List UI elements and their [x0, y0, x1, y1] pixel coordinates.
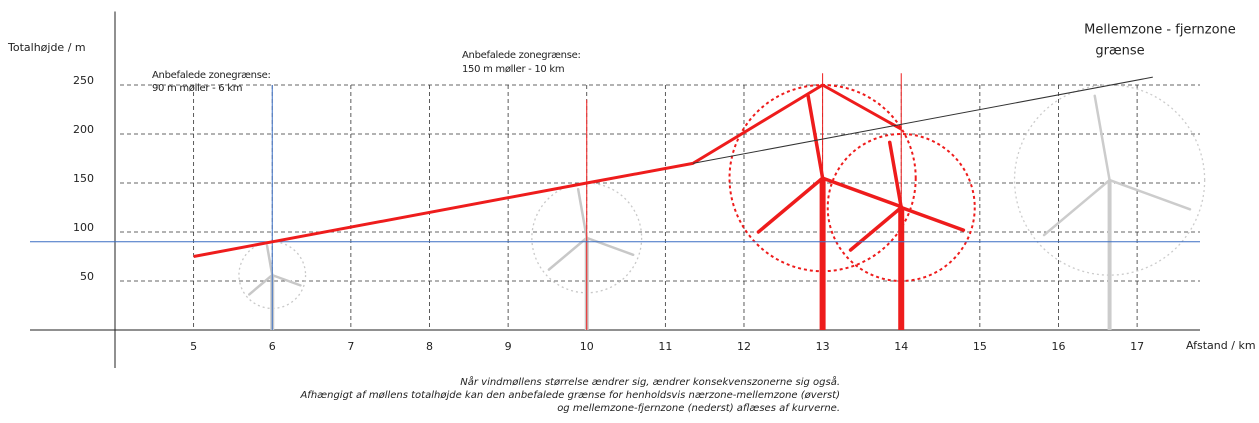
blade	[1110, 180, 1190, 209]
y-tick-label: 200	[73, 123, 94, 136]
caption: Når vindmøllens størrelse ændrer sig, æn…	[460, 375, 840, 388]
x-tick-label: 11	[658, 340, 672, 353]
blade	[549, 238, 587, 270]
x-tick-label: 15	[973, 340, 987, 353]
blade	[851, 208, 902, 251]
x-tick-label: 14	[894, 340, 908, 353]
blade	[272, 275, 300, 285]
x-tick-label: 7	[347, 340, 354, 353]
x-tick-label: 6	[269, 340, 276, 353]
blade	[1095, 96, 1110, 180]
line	[194, 85, 902, 257]
y-tick-label: 50	[80, 270, 94, 283]
x-tick-label: 16	[1051, 340, 1065, 353]
x-axis-label: Afstand / km	[1186, 339, 1256, 352]
y-tick-label: 100	[73, 221, 94, 234]
caption: Afhængigt af møllens totalhøjde kan den …	[299, 390, 840, 401]
blade	[890, 142, 901, 207]
blade	[587, 238, 633, 255]
blade	[823, 178, 902, 207]
x-tick-label: 9	[505, 340, 512, 353]
y-tick-label: 250	[73, 74, 94, 87]
annotation: 150 m møller - 10 km	[462, 64, 564, 75]
blade	[267, 246, 272, 276]
x-tick-label: 8	[426, 340, 433, 353]
x-tick-label: 10	[580, 340, 594, 353]
x-tick-label: 5	[190, 340, 197, 353]
x-tick-label: 17	[1130, 340, 1144, 353]
annotation: Mellemzone - fjernzone	[1084, 23, 1236, 38]
blade	[808, 96, 823, 179]
chart: Totalhøjde / m Afstand / km Anbefalede z…	[0, 0, 1259, 423]
blade	[249, 275, 272, 294]
caption: og mellemzone-fjernzone (nederst) aflæse…	[557, 403, 840, 414]
page: {"chart_data": {"type": "line", "y_label…	[0, 0, 1259, 423]
blade	[758, 178, 822, 232]
annotation: Anbefalede zonegrænse:	[152, 70, 271, 81]
x-tick-label: 12	[737, 340, 751, 353]
annotation: Anbefalede zonegrænse:	[462, 50, 581, 61]
x-tick-label: 13	[816, 340, 830, 353]
y-axis-label: Totalhøjde / m	[7, 41, 86, 54]
y-tick-label: 150	[73, 172, 94, 185]
annotation: grænse	[1095, 44, 1144, 59]
blade	[1044, 180, 1110, 235]
blade	[578, 189, 587, 238]
blade	[901, 208, 963, 231]
